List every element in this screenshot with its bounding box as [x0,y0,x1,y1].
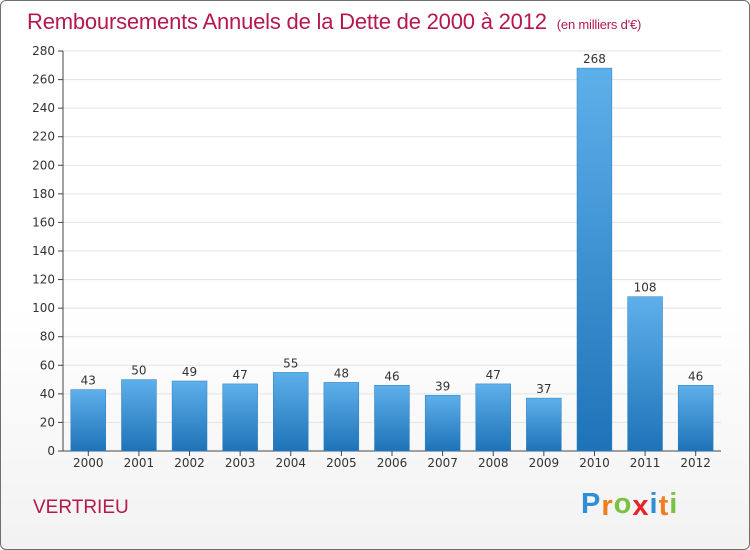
x-tick-label-2000: 2000 [73,456,104,470]
y-tick-label: 20 [40,415,55,429]
x-tick-label-2012: 2012 [680,456,711,470]
y-tick-label: 100 [32,301,55,315]
x-tick-label-2009: 2009 [529,456,560,470]
bar-2008 [475,383,511,452]
y-tick-label: 160 [32,215,55,229]
data-label-2006: 46 [384,369,399,383]
y-tick-label: 80 [40,330,55,344]
data-label-2000: 43 [81,374,96,388]
bar-2004 [273,372,309,452]
y-tick-label: 180 [32,187,55,201]
logo-letter: P [581,488,602,520]
y-tick-label: 40 [40,387,55,401]
y-tick-label: 140 [32,244,55,258]
data-label-2009: 37 [536,382,551,396]
x-tick-label-2007: 2007 [427,456,458,470]
y-tick-label: 60 [40,358,55,372]
bar-2009 [526,397,562,452]
data-label-2004: 55 [283,356,298,370]
data-label-2002: 49 [182,365,197,379]
bar-2006 [374,385,410,452]
y-tick-label: 0 [47,444,55,458]
logo-letter: i [649,488,659,520]
y-tick-label: 240 [32,101,55,115]
bar-2010 [576,67,613,452]
x-tick-label-2011: 2011 [630,456,661,470]
logo-letter: x [632,490,650,522]
logo-letter: r [601,490,614,522]
x-tick-label-2008: 2008 [478,456,509,470]
x-tick-label-2002: 2002 [174,456,205,470]
data-label-2001: 50 [131,364,146,378]
chart-subtitle: (en milliers d'€) [556,17,642,32]
y-tick-label: 220 [32,130,55,144]
y-tick-label: 260 [32,73,55,87]
y-tick-label: 280 [32,44,55,58]
bar-2012 [677,385,714,452]
bar-2011 [627,296,663,452]
x-tick-label-2001: 2001 [124,456,155,470]
logo-letter: i [669,488,679,520]
data-label-2003: 47 [233,368,248,382]
data-label-2008: 47 [486,368,501,382]
logo-letter: o [613,488,633,520]
bar-2001 [121,379,157,452]
x-tick-label-2004: 2004 [275,456,306,470]
data-label-2005: 48 [334,366,349,380]
bar-2003 [222,383,258,452]
commune-name: VERTRIEU [33,497,129,518]
chart-title: Remboursements Annuels de la Dette de 20… [27,9,641,35]
x-tick-label-2010: 2010 [579,456,610,470]
x-tick-label-2006: 2006 [377,456,408,470]
data-label-2010: 268 [583,52,606,66]
bar-2007 [424,395,461,452]
x-tick-label-2005: 2005 [326,456,357,470]
bar-2002 [171,380,208,452]
y-tick-label: 120 [32,273,55,287]
data-label-2011: 108 [634,281,657,295]
logo-letter: t [658,490,670,522]
y-tick-label: 200 [32,158,55,172]
data-label-2012: 46 [688,369,703,383]
x-tick-label-2003: 2003 [225,456,256,470]
bar-2000 [70,389,106,452]
data-label-2007: 39 [435,379,450,393]
proxiti-logo: Proxiti [581,488,679,522]
bar-2005 [323,382,360,452]
chart-title-text: Remboursements Annuels de la Dette de 20… [27,9,547,34]
